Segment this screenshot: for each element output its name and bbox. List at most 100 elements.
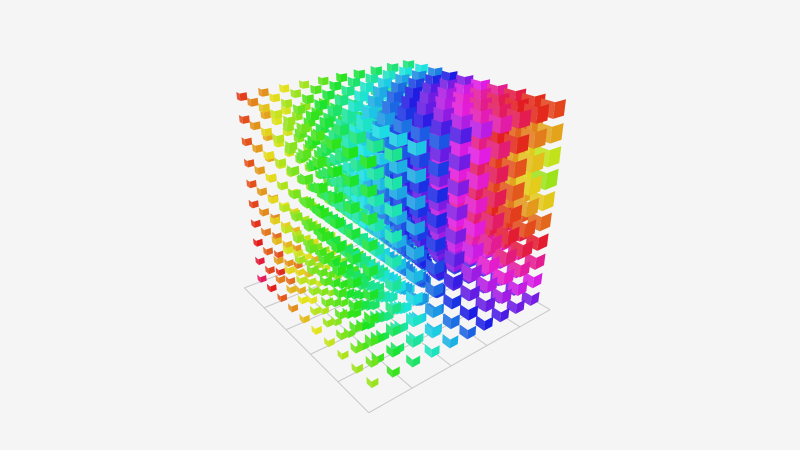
cube-point[interactable] bbox=[341, 85, 355, 97]
cube-point[interactable] bbox=[408, 77, 425, 91]
cube-point[interactable] bbox=[350, 342, 363, 354]
cube-point[interactable] bbox=[301, 93, 314, 104]
cube-point[interactable] bbox=[365, 73, 379, 84]
cube-point[interactable] bbox=[351, 362, 364, 374]
cube-point[interactable] bbox=[318, 253, 332, 265]
cube-point[interactable] bbox=[329, 80, 342, 91]
cube-point[interactable] bbox=[275, 267, 286, 276]
cube-point[interactable] bbox=[296, 275, 307, 285]
cube-point[interactable] bbox=[269, 215, 281, 225]
cube-point[interactable] bbox=[385, 277, 402, 293]
cube-point[interactable] bbox=[443, 293, 462, 310]
cube-point[interactable] bbox=[271, 236, 283, 246]
cube-point[interactable] bbox=[363, 287, 379, 302]
cube-point[interactable] bbox=[385, 300, 401, 315]
cube-point[interactable] bbox=[260, 127, 273, 137]
cube-point[interactable] bbox=[406, 354, 421, 368]
cube-point[interactable] bbox=[265, 265, 275, 275]
cube-point[interactable] bbox=[401, 95, 420, 111]
cube-point[interactable] bbox=[255, 256, 265, 266]
cube-point[interactable] bbox=[407, 139, 427, 156]
cube-point[interactable] bbox=[290, 211, 303, 222]
cube-point[interactable] bbox=[260, 110, 271, 120]
cube-point[interactable] bbox=[253, 238, 263, 247]
cube-point[interactable] bbox=[280, 98, 293, 108]
cube-point[interactable] bbox=[312, 156, 327, 169]
cube-point[interactable] bbox=[249, 120, 261, 131]
cube-point[interactable] bbox=[448, 152, 471, 172]
cube-point[interactable] bbox=[389, 158, 408, 175]
cube-point[interactable] bbox=[467, 145, 492, 166]
cube-point[interactable] bbox=[310, 129, 325, 142]
cube-point[interactable] bbox=[362, 263, 379, 278]
cube-point[interactable] bbox=[349, 130, 366, 145]
cube-point[interactable] bbox=[391, 81, 407, 95]
cube-point[interactable] bbox=[397, 106, 417, 122]
cube-point[interactable] bbox=[287, 165, 300, 176]
cube-point[interactable] bbox=[293, 248, 304, 258]
cube-point[interactable] bbox=[299, 314, 310, 324]
cube-point[interactable] bbox=[277, 293, 288, 303]
cube-point[interactable] bbox=[332, 263, 347, 277]
cube-point[interactable] bbox=[429, 132, 450, 150]
cube-point[interactable] bbox=[406, 243, 425, 261]
cube-point[interactable] bbox=[327, 104, 342, 117]
cube-point[interactable] bbox=[426, 235, 446, 253]
cube-point[interactable] bbox=[305, 243, 318, 254]
cube-point[interactable] bbox=[476, 295, 496, 313]
cube-point[interactable] bbox=[348, 298, 363, 312]
cube-point[interactable] bbox=[314, 99, 328, 111]
cube-point[interactable] bbox=[446, 202, 468, 222]
cube-point[interactable] bbox=[330, 240, 346, 254]
cube-point[interactable] bbox=[313, 181, 328, 194]
cube-point[interactable] bbox=[493, 267, 515, 286]
cube-point[interactable] bbox=[284, 258, 294, 268]
cube-point[interactable] bbox=[405, 290, 423, 306]
cube-point[interactable] bbox=[360, 154, 377, 169]
cube-point[interactable] bbox=[464, 195, 488, 215]
cube-point[interactable] bbox=[272, 133, 285, 144]
cube-point[interactable] bbox=[345, 226, 361, 241]
cube-point[interactable] bbox=[327, 164, 343, 178]
cube-point[interactable] bbox=[294, 254, 306, 265]
cube-point[interactable] bbox=[288, 188, 302, 200]
cube-point[interactable] bbox=[270, 109, 283, 120]
cube-point[interactable] bbox=[258, 87, 269, 97]
cube-point[interactable] bbox=[387, 62, 399, 73]
cube-point[interactable] bbox=[279, 84, 290, 93]
cube-point[interactable] bbox=[377, 111, 395, 127]
cube-point[interactable] bbox=[386, 90, 404, 105]
cube-point[interactable] bbox=[324, 337, 335, 348]
cube-point[interactable] bbox=[292, 243, 302, 252]
cube-point[interactable] bbox=[292, 233, 305, 244]
cube-point[interactable] bbox=[425, 302, 443, 319]
cube-point[interactable] bbox=[393, 117, 413, 134]
cube-point[interactable] bbox=[449, 125, 472, 145]
cube-point[interactable] bbox=[309, 305, 321, 316]
cube-point[interactable] bbox=[236, 92, 248, 101]
cube-point[interactable] bbox=[425, 280, 444, 298]
cube-point[interactable] bbox=[337, 349, 349, 360]
cube-point[interactable] bbox=[254, 165, 266, 175]
cube-point[interactable] bbox=[367, 94, 384, 109]
cube-point[interactable] bbox=[372, 123, 390, 139]
cube-point[interactable] bbox=[292, 104, 306, 115]
cube-point[interactable] bbox=[274, 250, 284, 259]
cube-point[interactable] bbox=[492, 287, 512, 304]
cube-point[interactable] bbox=[384, 174, 403, 191]
cube-point[interactable] bbox=[366, 376, 379, 389]
cube-point[interactable] bbox=[360, 81, 374, 93]
cube-point[interactable] bbox=[256, 186, 268, 196]
cube-point[interactable] bbox=[385, 253, 402, 269]
cube-point[interactable] bbox=[475, 315, 494, 331]
cube-point[interactable] bbox=[445, 226, 467, 245]
cube-point[interactable] bbox=[334, 94, 349, 107]
cube-point[interactable] bbox=[250, 219, 261, 228]
cube-point[interactable] bbox=[407, 167, 427, 184]
cube-point[interactable] bbox=[296, 122, 310, 134]
cube-point[interactable] bbox=[384, 202, 403, 218]
cube-point[interactable] bbox=[477, 275, 498, 294]
cube-point[interactable] bbox=[361, 211, 378, 226]
cube-point[interactable] bbox=[406, 333, 422, 348]
